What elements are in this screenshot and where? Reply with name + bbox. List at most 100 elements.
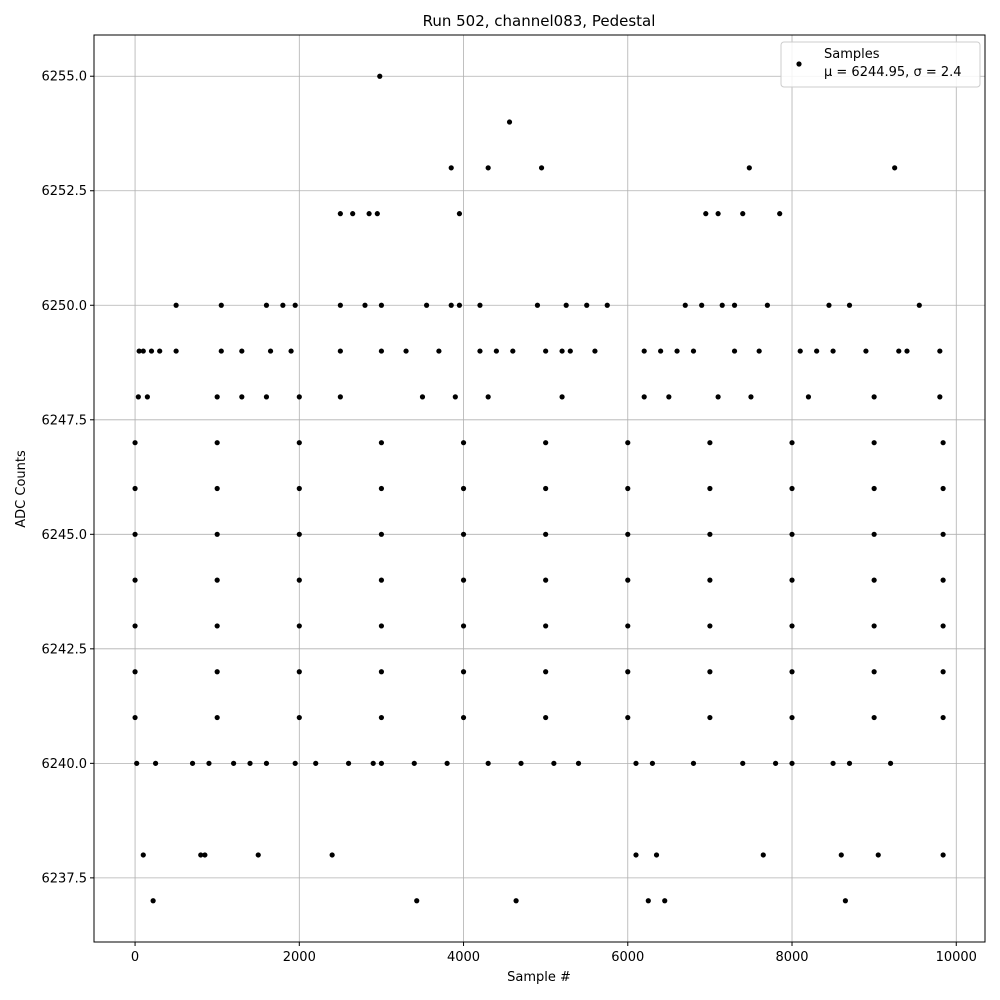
data-point [366, 211, 372, 217]
data-point [748, 394, 754, 400]
data-point [239, 394, 245, 400]
data-point [189, 760, 196, 766]
data-point [731, 302, 738, 308]
data-point [444, 760, 450, 766]
data-point [460, 440, 467, 446]
y-tick-label: 6237.5 [42, 871, 88, 886]
data-point [604, 302, 610, 308]
data-point [871, 531, 877, 537]
data-point [658, 348, 664, 354]
data-point [362, 302, 368, 308]
data-point [148, 348, 155, 354]
data-point [313, 760, 319, 766]
data-point [551, 760, 557, 766]
data-point [132, 440, 138, 446]
data-point [378, 440, 385, 446]
data-point [719, 302, 725, 308]
data-point [625, 440, 631, 446]
data-point [789, 485, 795, 492]
data-point [814, 348, 820, 354]
data-point [411, 760, 417, 766]
data-point [456, 211, 463, 217]
y-tick-label: 6242.5 [42, 642, 88, 657]
data-point [173, 348, 179, 354]
data-point [789, 669, 795, 675]
y-tick-label: 6255.0 [42, 70, 88, 85]
data-point [703, 211, 709, 217]
data-point [625, 623, 631, 629]
data-point [378, 531, 385, 537]
data-point [460, 577, 467, 583]
data-point [625, 669, 631, 675]
data-point [538, 165, 545, 171]
data-point [378, 623, 385, 629]
data-point [419, 394, 426, 400]
data-point [214, 577, 220, 583]
data-point [231, 760, 237, 766]
data-point [460, 531, 467, 537]
data-point [682, 302, 688, 308]
data-point [134, 760, 140, 766]
data-point [940, 531, 946, 537]
data-point [543, 669, 549, 675]
legend: Samples μ = 6244.95, σ = 2.4 [780, 41, 981, 88]
data-point [707, 531, 713, 537]
data-point [559, 348, 565, 354]
x-axis-label: Sample # [507, 970, 571, 985]
data-point [633, 760, 639, 766]
data-point [846, 302, 853, 308]
data-point [567, 348, 573, 354]
data-point [543, 714, 549, 721]
data-point [214, 669, 220, 675]
data-point [292, 760, 298, 766]
data-point [144, 394, 150, 400]
data-point [513, 898, 519, 904]
data-point [374, 211, 380, 217]
data-point [543, 485, 549, 492]
x-tick-label: 2000 [283, 950, 316, 965]
data-point [485, 165, 491, 171]
data-point [280, 302, 286, 308]
data-point [760, 852, 766, 858]
data-point [789, 531, 795, 537]
data-point [140, 348, 146, 354]
data-point [543, 531, 549, 537]
data-point [132, 485, 138, 492]
data-point [378, 760, 385, 766]
data-point [746, 165, 752, 171]
data-point [764, 302, 770, 308]
legend-marker [796, 61, 802, 67]
data-point [157, 348, 163, 354]
data-point [288, 348, 294, 354]
data-point [378, 348, 385, 354]
data-point [337, 348, 343, 354]
data-point [150, 898, 156, 904]
data-point [198, 852, 204, 858]
data-point [296, 531, 302, 537]
data-point [842, 898, 848, 904]
data-point [707, 485, 713, 492]
data-point [296, 440, 302, 446]
data-point [937, 348, 943, 354]
data-point [805, 394, 812, 400]
data-point [510, 348, 516, 354]
data-point [403, 348, 409, 354]
data-point [789, 714, 795, 721]
data-point [296, 623, 302, 629]
data-point [887, 760, 894, 766]
data-point [132, 531, 138, 537]
data-point [460, 714, 467, 721]
data-point [625, 577, 631, 583]
data-points [132, 73, 946, 904]
data-point [707, 623, 713, 629]
x-tick-label: 8000 [775, 950, 808, 965]
data-point [296, 714, 302, 721]
data-point [296, 669, 302, 675]
data-point [214, 623, 220, 629]
data-point [378, 577, 385, 583]
x-tick-label: 10000 [936, 950, 977, 965]
data-point [337, 211, 343, 217]
data-point [707, 714, 713, 721]
data-point [875, 852, 881, 858]
